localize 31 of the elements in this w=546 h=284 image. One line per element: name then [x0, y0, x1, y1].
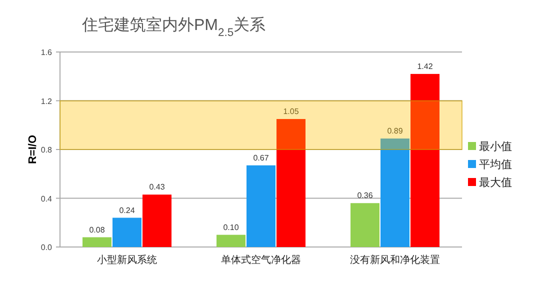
- y-tick-label: 1.2: [40, 96, 53, 106]
- data-label: 0.43: [149, 182, 166, 192]
- x-tick-label: 小型新风系统: [97, 254, 157, 266]
- bar: [216, 234, 246, 247]
- data-label: 0.36: [357, 191, 374, 200]
- x-tick-label: 单体式空气净化器: [221, 254, 301, 266]
- x-tick-label: 没有新风和净化装置: [350, 254, 440, 266]
- bar: [276, 119, 306, 247]
- data-label: 1.05: [283, 107, 300, 116]
- data-label: 1.42: [417, 62, 434, 71]
- data-label: 0.67: [253, 153, 270, 162]
- bar: [142, 194, 172, 247]
- data-label: 0.08: [89, 225, 106, 234]
- y-axis-title: R=I/O: [27, 134, 39, 164]
- bar: [380, 138, 410, 247]
- data-label: 0.89: [387, 126, 404, 136]
- y-tick-label: 0.8: [40, 146, 53, 154]
- y-tick-label: 0.0: [40, 243, 53, 252]
- chart-title: 住宅建筑室内外PM$_{2.5}$关系: [81, 16, 266, 39]
- legend-label: 平均值: [479, 159, 512, 171]
- data-label: 0.24: [119, 206, 136, 215]
- legend-label: 最小值: [479, 140, 512, 153]
- legend-label: 最大值: [479, 176, 512, 189]
- y-tick-label: 1.6: [40, 48, 53, 57]
- bar: [410, 74, 440, 247]
- bar: [246, 165, 276, 247]
- bar: [82, 237, 112, 247]
- y-tick-label: 0.4: [40, 194, 53, 204]
- data-label: 0.10: [223, 222, 240, 232]
- bar: [112, 218, 142, 247]
- bar: [350, 203, 380, 247]
